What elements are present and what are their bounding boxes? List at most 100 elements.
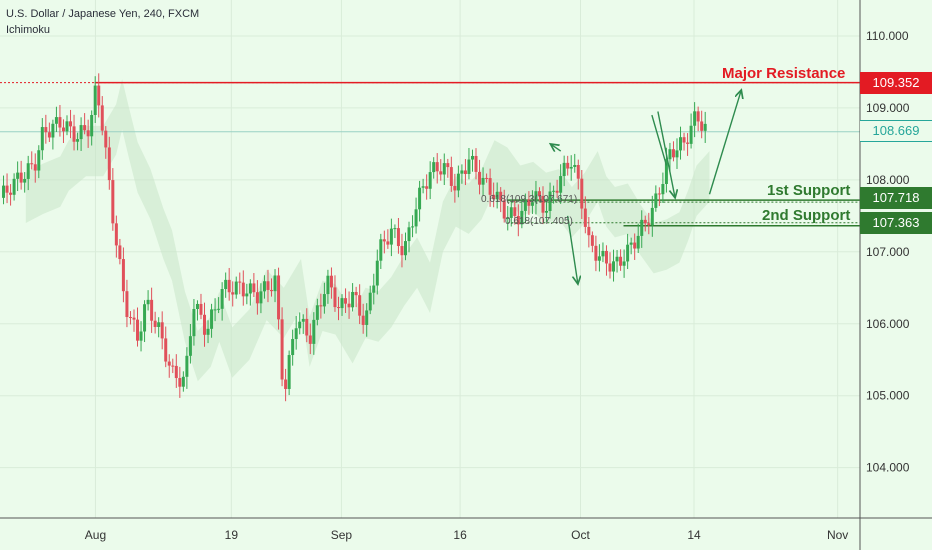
candle-body [470, 155, 474, 160]
candle-body [647, 223, 651, 226]
candle-body [612, 261, 616, 272]
candle-body [83, 125, 87, 131]
candle-body [534, 191, 538, 203]
candle-body [280, 319, 284, 380]
candle-body [234, 281, 238, 295]
grid-lines [0, 0, 860, 518]
candle-body [51, 123, 55, 138]
candle-body [548, 191, 552, 211]
candle-body [192, 308, 196, 337]
candle-body [481, 177, 485, 185]
candle-body [492, 194, 496, 200]
candle-body [178, 378, 182, 387]
candle-body [530, 202, 534, 206]
candle-body [435, 162, 439, 172]
candle-body [259, 291, 263, 304]
candle-body [97, 85, 101, 106]
ichimoku-cloud [25, 79, 710, 382]
candle-body [668, 149, 672, 160]
candle-body [44, 127, 48, 133]
x-tick-label: 14 [687, 528, 701, 542]
candle-body [633, 242, 637, 249]
candle-body [308, 335, 312, 344]
candle-body [365, 310, 369, 325]
candle-body [262, 281, 266, 292]
candle-body [199, 303, 203, 315]
candle-body [245, 293, 249, 297]
candle-body [432, 162, 436, 173]
candle-body [537, 191, 541, 197]
candle-body [467, 159, 471, 174]
candle-body [312, 319, 316, 344]
candle-body [354, 291, 358, 296]
candle-body [478, 171, 482, 185]
second-support-price-tag: 107.363 [860, 212, 932, 234]
candle-body [516, 215, 520, 225]
candle-body [375, 260, 379, 286]
first-support-label: 1st Support [767, 182, 851, 199]
candle-body [336, 307, 340, 309]
up-arrow-to-resistance [708, 90, 742, 195]
candle-body [118, 245, 122, 260]
candle-body [502, 200, 506, 219]
candle-body [171, 365, 175, 367]
candle-body [294, 328, 298, 340]
candle-body [277, 275, 281, 320]
candle-body [679, 137, 683, 151]
candle-body [460, 170, 464, 174]
candle-body [128, 317, 132, 319]
candle-body [421, 186, 425, 188]
candle-body [227, 279, 231, 293]
candle-body [58, 117, 62, 128]
candle-body [2, 185, 6, 198]
candle-body [26, 163, 30, 179]
candle-body [164, 338, 168, 362]
candle-body [583, 208, 587, 227]
cloud-area [25, 79, 710, 382]
x-tick-label: Aug [85, 528, 106, 542]
earlier-up-arrow [550, 144, 562, 151]
candlesticks [2, 73, 707, 402]
candle-body [700, 121, 704, 131]
earlier-down-arrow [566, 215, 578, 284]
candle-body [689, 125, 693, 144]
candle-body [203, 314, 207, 335]
candle-body [69, 121, 73, 127]
candle-body [104, 130, 108, 148]
candle-body [552, 190, 556, 192]
candle-body [47, 132, 51, 138]
candle-body [153, 320, 157, 327]
candle-body [358, 295, 362, 316]
y-tick-label: 105.000 [866, 389, 910, 403]
candle-body [601, 250, 605, 257]
candle-body [90, 114, 94, 137]
candle-body [439, 171, 443, 175]
candle-body [400, 246, 404, 256]
candle-body [608, 263, 612, 272]
candle-body [160, 322, 164, 339]
candle-body [562, 162, 566, 177]
candle-body [5, 185, 9, 193]
y-tick-label: 104.000 [866, 461, 910, 475]
candle-body [16, 172, 20, 179]
candle-body [213, 309, 217, 311]
candle-body [604, 250, 608, 264]
candle-body [411, 226, 415, 228]
candle-body [379, 239, 383, 261]
candle-body [298, 321, 302, 329]
candle-body [40, 127, 44, 151]
candle-body [107, 147, 111, 181]
candle-body [79, 125, 83, 140]
candle-body [382, 239, 386, 242]
candle-body [72, 126, 76, 142]
candle-body [555, 190, 559, 193]
candle-body [181, 376, 185, 387]
candle-body [545, 210, 549, 213]
x-tick-label: Sep [331, 528, 353, 542]
x-tick-label: Oct [571, 528, 590, 542]
candle-body [573, 164, 577, 167]
current-price-tag: 108.669 [860, 120, 932, 142]
candle-body [682, 137, 686, 143]
